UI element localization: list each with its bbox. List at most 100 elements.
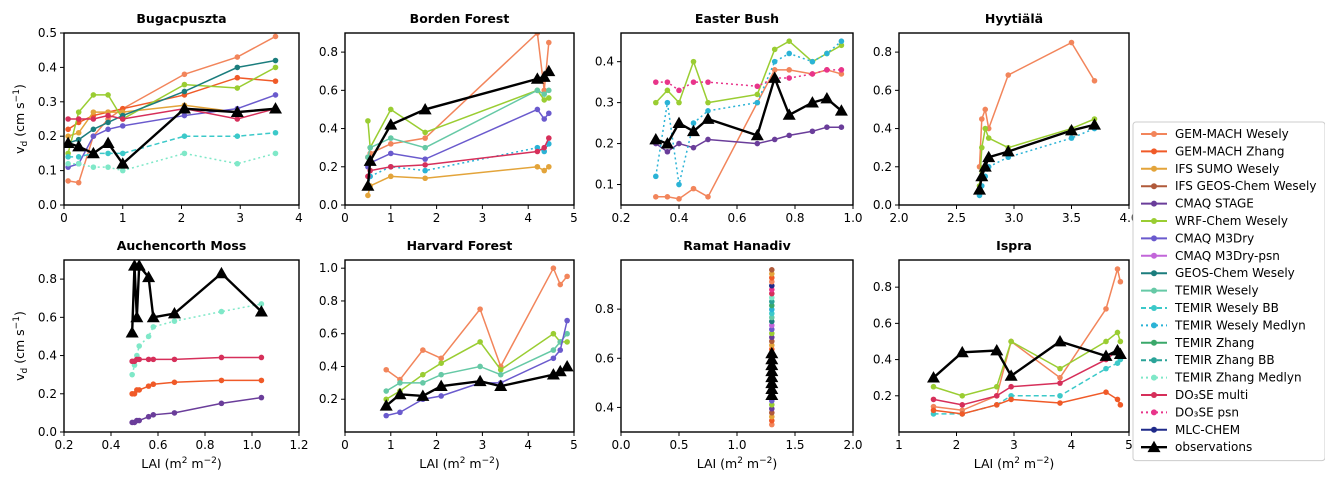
data-point: [420, 371, 426, 378]
panel-easter-bush: Easter Bush 0.2 0.4 0.6 0.8 1.0 0.1 0.2 0.3 0.4: [595, 11, 863, 225]
legend-label: IFS GEOS-Chem Wesely: [1175, 179, 1316, 193]
series-line: [978, 41, 1096, 167]
data-point: [136, 387, 142, 393]
observation-marker: [379, 399, 393, 411]
x-tick-label: 5: [1125, 438, 1133, 452]
y-tick-label: 0.2: [38, 387, 57, 401]
data-point: [824, 67, 830, 73]
data-point: [388, 141, 394, 147]
data-point: [541, 91, 548, 97]
x-tick-label: 5: [570, 438, 578, 452]
data-point: [129, 371, 135, 378]
y-tick-label: 0.0: [38, 425, 57, 439]
y-tick-label: 0.4: [319, 122, 338, 136]
axes-frame: [620, 259, 854, 433]
data-point: [181, 133, 188, 139]
observation-marker: [765, 358, 779, 371]
series-temir-zhang-medlyn: [65, 150, 279, 174]
observation-marker: [975, 169, 989, 182]
y-tick-label: 0.1: [595, 178, 614, 192]
series-line: [67, 66, 276, 154]
x-tick-label: 1: [387, 438, 395, 452]
x-tick-label: 3: [236, 211, 244, 225]
x-tick-label: 4: [524, 438, 532, 452]
data-point: [653, 194, 659, 200]
data-point: [388, 106, 394, 113]
y-tick-label: 0.8: [873, 280, 892, 294]
legend-marker: [1151, 322, 1157, 329]
data-point: [769, 274, 775, 281]
observation-marker: [230, 105, 244, 117]
observation-marker: [765, 346, 779, 359]
data-point: [930, 396, 937, 403]
data-point: [272, 92, 279, 98]
legend-label: TEMIR Wesely BB: [1174, 301, 1279, 315]
data-point: [65, 126, 71, 133]
observation-marker: [434, 379, 448, 392]
data-point: [1005, 72, 1012, 78]
data-point: [676, 99, 682, 106]
data-point: [105, 150, 111, 157]
data-point: [769, 294, 775, 301]
x-axis-label: LAI (m2 m−2): [141, 456, 222, 471]
data-point: [181, 81, 188, 88]
y-axis-label: vd (cm s−1): [12, 311, 30, 381]
legend-marker: [1151, 409, 1157, 416]
data-point: [705, 194, 711, 200]
observation-marker: [130, 310, 144, 323]
legend-item: TEMIR Zhang: [1141, 336, 1254, 350]
legend-marker: [1151, 305, 1157, 311]
data-point: [119, 123, 126, 129]
observation-marker: [765, 388, 779, 401]
data-point: [383, 396, 390, 403]
data-point: [769, 298, 775, 305]
x-tick-label: 3.0: [1004, 211, 1023, 225]
series-line: [367, 166, 550, 196]
data-point: [75, 116, 82, 122]
y-tick-label: 0.2: [319, 392, 338, 406]
data-point: [564, 317, 570, 324]
data-point: [769, 338, 775, 345]
axes-frame: [63, 32, 300, 206]
series-line: [132, 396, 262, 424]
data-point: [1091, 77, 1098, 84]
data-point: [397, 380, 403, 386]
series-gem-mach-wesely: [930, 266, 1124, 414]
legend-marker: [1151, 374, 1157, 381]
data-point: [993, 392, 1000, 399]
data-point: [477, 339, 483, 345]
observation-marker: [363, 154, 377, 166]
data-point: [420, 380, 426, 386]
y-tick-label: 0.0: [38, 198, 57, 212]
data-point: [75, 179, 82, 186]
data-point: [771, 46, 778, 53]
data-point: [1008, 396, 1014, 403]
data-point: [771, 136, 778, 143]
data-point: [422, 135, 428, 141]
series-line: [386, 320, 568, 417]
legend-item: TEMIR Zhang Medlyn: [1141, 371, 1302, 385]
observation-marker: [805, 96, 819, 108]
data-point: [664, 194, 671, 200]
data-point: [1103, 365, 1109, 372]
observation-marker: [546, 368, 560, 380]
panel-borden-forest: Borden Forest 0 1 2 3 4 5 0.0 0.2 0.4 0.6 0.8: [319, 11, 578, 225]
data-point: [422, 167, 428, 174]
data-point: [664, 87, 671, 94]
observation-marker: [384, 118, 398, 130]
data-point: [218, 377, 225, 384]
data-point: [90, 116, 97, 122]
data-point: [534, 148, 541, 155]
series-temir-wesely: [383, 330, 570, 394]
x-tick-label: 2.5: [947, 211, 966, 225]
data-point: [422, 175, 428, 182]
observation-marker: [978, 160, 992, 172]
observation-marker: [125, 326, 139, 338]
x-tick-label: 2: [433, 438, 441, 452]
data-point: [550, 330, 557, 337]
observation-marker: [254, 305, 268, 317]
data-point: [786, 75, 792, 81]
data-point: [769, 278, 775, 285]
y-tick-label: 0.4: [873, 122, 892, 136]
